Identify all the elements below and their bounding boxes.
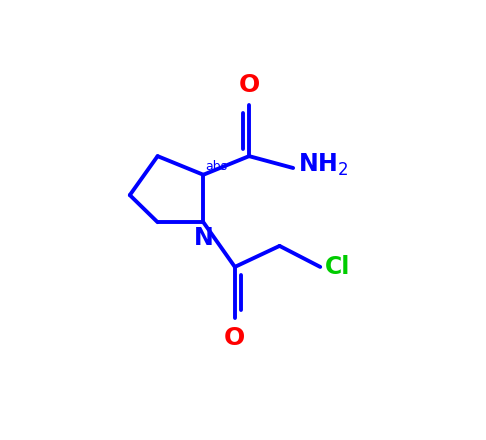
Text: O: O [239, 73, 260, 97]
Text: N: N [194, 226, 214, 250]
Text: Cl: Cl [325, 255, 351, 279]
Text: NH$_2$: NH$_2$ [298, 152, 348, 178]
Text: abs: abs [205, 160, 227, 173]
Text: O: O [224, 326, 245, 350]
